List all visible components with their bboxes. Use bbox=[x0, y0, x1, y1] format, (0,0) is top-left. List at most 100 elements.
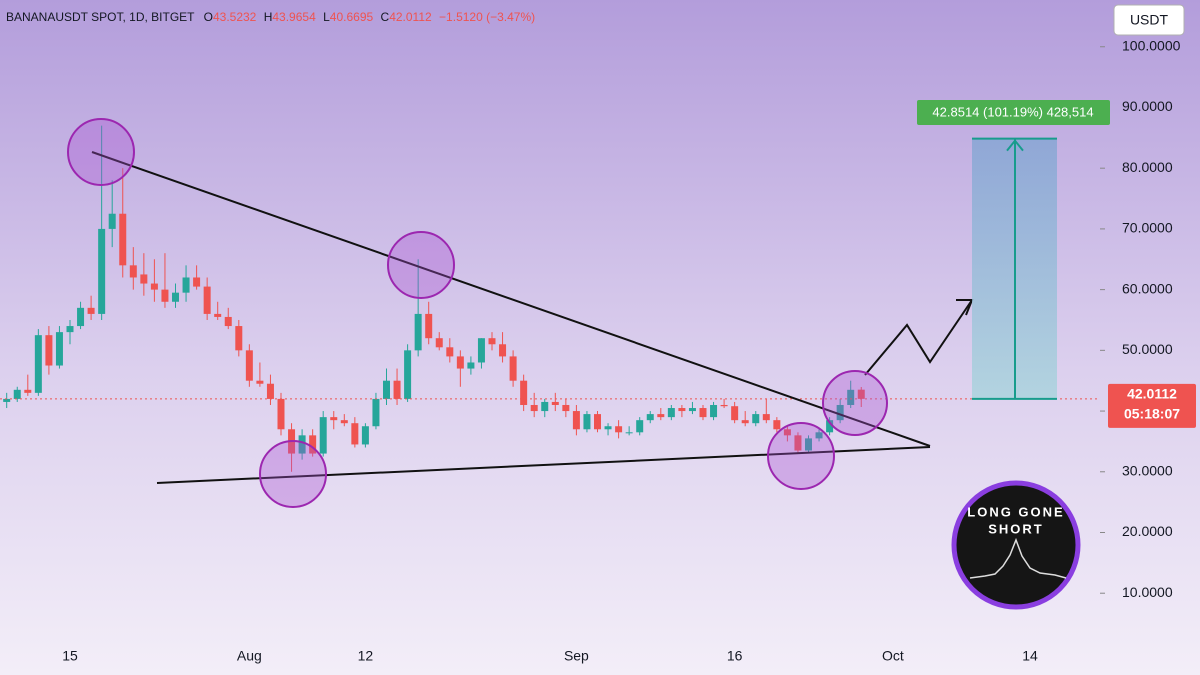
candle-body bbox=[667, 408, 675, 418]
candle-body bbox=[129, 265, 137, 278]
open-value: 43.5232 bbox=[213, 10, 257, 24]
candle-body bbox=[24, 389, 32, 393]
candle-body bbox=[383, 380, 390, 399]
candle-body bbox=[805, 438, 812, 451]
currency[interactable]: USDT bbox=[1130, 12, 1169, 28]
logo-text: LONG GONE bbox=[967, 504, 1064, 519]
y-tick-label: 10.0000 bbox=[1122, 584, 1173, 600]
candle-body bbox=[752, 414, 760, 424]
highlight-circles bbox=[67, 118, 888, 508]
candle-body bbox=[604, 426, 612, 430]
y-tick-label: 90.0000 bbox=[1122, 98, 1173, 114]
y-tick-label: 20.0000 bbox=[1122, 523, 1173, 539]
candle-body bbox=[193, 277, 201, 287]
candle-body bbox=[140, 274, 148, 284]
y-tick-label: 60.0000 bbox=[1122, 280, 1173, 296]
candle-body bbox=[351, 423, 359, 445]
y-tick-label: 80.0000 bbox=[1122, 159, 1173, 175]
price-tag bbox=[1108, 383, 1196, 428]
logo: LONG GONE SHORT bbox=[951, 480, 1081, 610]
candle-body bbox=[13, 389, 21, 399]
candle-body bbox=[435, 338, 443, 348]
candle-body bbox=[298, 435, 306, 454]
candle-body bbox=[678, 408, 686, 412]
change: −1.5120 (−3.47%) bbox=[439, 10, 535, 24]
projection-arrow bbox=[864, 299, 973, 376]
high-value: 43.9654 bbox=[272, 10, 316, 24]
candle-body bbox=[615, 426, 623, 433]
candle-body bbox=[55, 332, 63, 366]
logo-circle bbox=[951, 480, 1081, 610]
candle-body bbox=[646, 414, 654, 421]
candle-body bbox=[773, 420, 781, 430]
circle bbox=[259, 440, 327, 508]
candle-body bbox=[393, 380, 401, 399]
y-tick-label: 100.0000 bbox=[1122, 37, 1181, 53]
candle-body bbox=[425, 313, 433, 339]
candle-body bbox=[688, 408, 696, 412]
candle-body bbox=[826, 420, 834, 433]
candle-body bbox=[836, 404, 844, 421]
candle-body bbox=[3, 398, 11, 402]
candle-body bbox=[731, 406, 739, 421]
candle-body bbox=[446, 347, 454, 357]
candle-body bbox=[34, 335, 42, 393]
circle bbox=[822, 370, 888, 436]
plot-area: 10.000020.000030.000040.000050.000060.00… bbox=[0, 37, 1196, 664]
measure-arrow-head bbox=[1006, 139, 1024, 152]
candle-body bbox=[203, 286, 211, 314]
candle-body bbox=[847, 389, 855, 405]
candle-body bbox=[815, 432, 823, 439]
candle-body bbox=[541, 401, 549, 412]
candle-body bbox=[98, 228, 106, 314]
candle-body bbox=[119, 213, 127, 266]
candle-body bbox=[235, 326, 243, 351]
candle-body bbox=[108, 213, 116, 229]
label: C bbox=[381, 10, 390, 24]
candle-body bbox=[414, 313, 422, 351]
candle-body bbox=[562, 404, 570, 412]
y-tick-label: 50.0000 bbox=[1122, 341, 1173, 357]
candle-body bbox=[467, 362, 475, 369]
candle-body bbox=[87, 307, 95, 314]
currency-button[interactable] bbox=[1113, 4, 1185, 36]
candle-body bbox=[224, 316, 232, 327]
candle-body bbox=[172, 292, 179, 302]
candle-body bbox=[509, 356, 517, 381]
low-value: 40.6695 bbox=[330, 10, 374, 24]
label: O bbox=[204, 10, 213, 24]
candle-body bbox=[499, 344, 507, 357]
candle-body bbox=[625, 432, 633, 434]
resistance-line bbox=[91, 151, 931, 447]
candle-body bbox=[161, 289, 169, 302]
legend-header: BANANAUSDT SPOT, 1D, BITGET O43.5232 H43… bbox=[6, 10, 535, 24]
measure-label: 42.8514 (101.19%) 428,514 bbox=[932, 104, 1093, 119]
candle-body bbox=[214, 313, 222, 317]
price-tag-value: 42.0112 bbox=[1127, 386, 1177, 402]
candle-body bbox=[330, 417, 338, 421]
close-value: 42.0112 bbox=[389, 10, 432, 24]
candle-body bbox=[551, 401, 559, 405]
candle-body bbox=[857, 389, 865, 399]
circle bbox=[67, 118, 135, 186]
candle-body bbox=[45, 335, 53, 366]
candle-body bbox=[477, 338, 485, 363]
label: H bbox=[264, 10, 273, 24]
candle-body bbox=[277, 398, 285, 430]
annotations bbox=[91, 151, 974, 484]
label: L bbox=[323, 10, 330, 24]
x-tick-label: 16 bbox=[727, 648, 743, 664]
x-tick-label: 14 bbox=[1022, 648, 1038, 664]
candle-body bbox=[762, 414, 770, 421]
y-tick-label: 70.0000 bbox=[1122, 220, 1173, 236]
candle-body bbox=[309, 435, 317, 454]
price-tag-timer: 05:18:07 bbox=[1124, 406, 1180, 422]
candle-body bbox=[699, 408, 707, 418]
candle-body bbox=[372, 398, 380, 427]
y-tick-label: 30.0000 bbox=[1122, 462, 1173, 478]
x-tick-label: Aug bbox=[237, 648, 262, 664]
candle-body bbox=[594, 414, 601, 430]
candle-body bbox=[636, 420, 644, 433]
